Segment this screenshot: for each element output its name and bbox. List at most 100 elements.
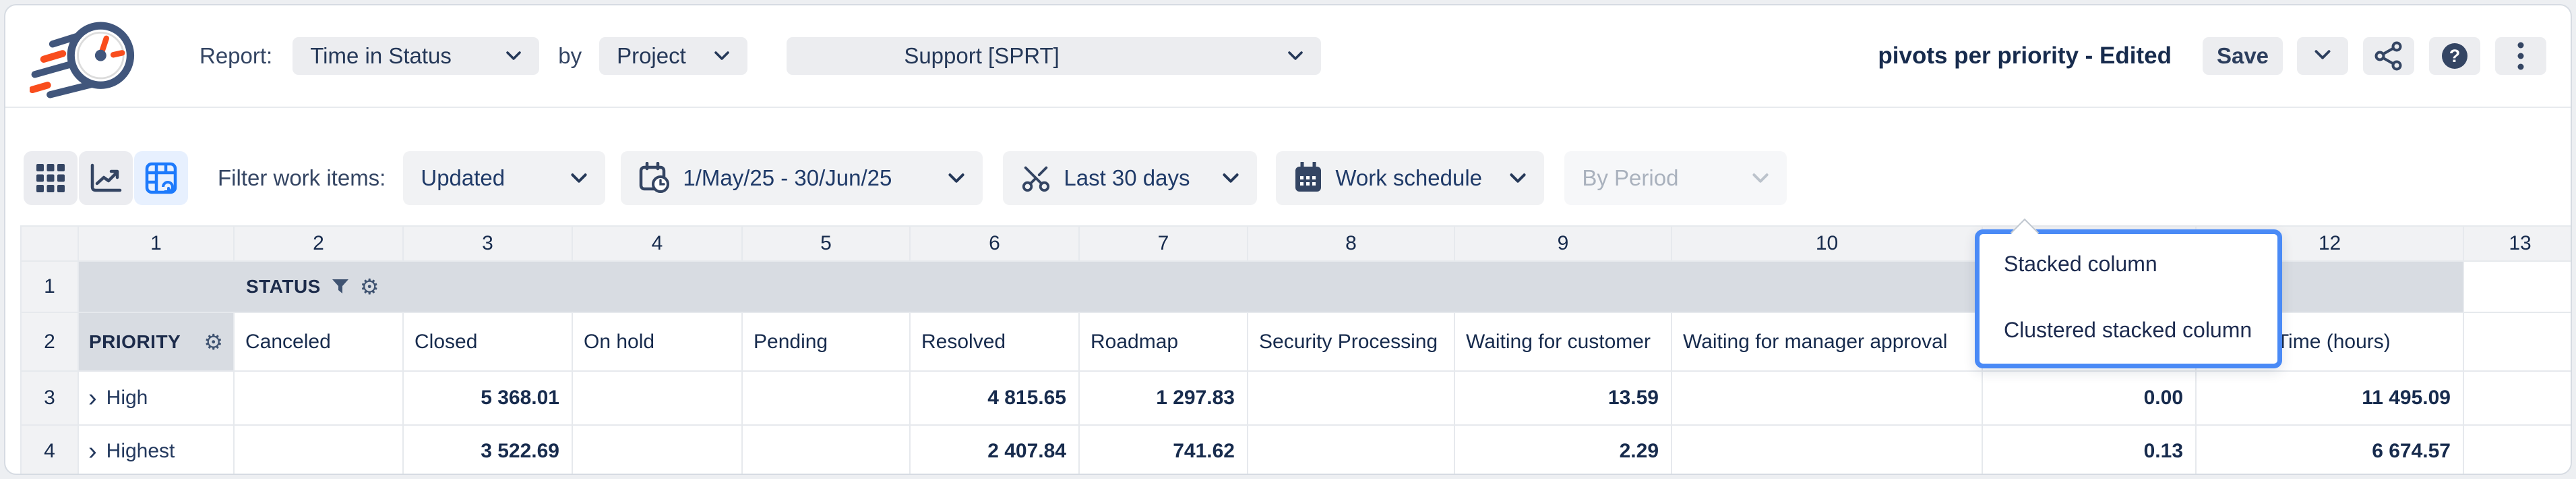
column-header-2[interactable]: 2 bbox=[233, 225, 404, 262]
row-header-3[interactable]: 3 bbox=[20, 370, 79, 426]
page-title: pivots per priority - Edited bbox=[1878, 43, 2172, 69]
row-header-1[interactable]: 1 bbox=[20, 260, 79, 313]
trim-period-value: Last 30 days bbox=[1064, 165, 1190, 190]
priority-cell-high[interactable]: › High bbox=[78, 370, 235, 426]
menu-item-clustered-stacked-column[interactable]: Clustered stacked column bbox=[2004, 318, 2252, 342]
empty-cell[interactable] bbox=[2463, 312, 2571, 372]
date-range-value: 1/May/25 - 30/Jun/25 bbox=[683, 165, 892, 190]
line-chart-icon bbox=[90, 163, 122, 192]
cell-highest-col11[interactable]: 0.13 bbox=[1982, 424, 2197, 474]
save-options-button[interactable] bbox=[2297, 37, 2348, 75]
cell-highest-closed[interactable]: 3 522.69 bbox=[402, 424, 573, 474]
status-group-label: STATUS bbox=[246, 276, 321, 297]
pivot-view-button[interactable] bbox=[134, 151, 188, 205]
cell-highest-on-hold[interactable] bbox=[572, 424, 743, 474]
cell-high-roadmap[interactable]: 1 297.83 bbox=[1078, 370, 1248, 426]
expand-chevron-icon[interactable]: › bbox=[88, 384, 97, 412]
cell-high-col11[interactable]: 0.00 bbox=[1982, 370, 2197, 426]
work-schedule-select[interactable]: Work schedule bbox=[1276, 151, 1545, 205]
cell-high-pending[interactable] bbox=[741, 370, 911, 426]
status-col-roadmap[interactable]: Roadmap bbox=[1078, 312, 1248, 372]
cell-high-canceled[interactable] bbox=[233, 370, 404, 426]
more-menu-button[interactable] bbox=[2495, 37, 2546, 75]
column-header-4[interactable]: 4 bbox=[572, 225, 743, 262]
cell-high-closed[interactable]: 5 368.01 bbox=[402, 370, 573, 426]
expand-chevron-icon[interactable]: › bbox=[88, 437, 97, 466]
chevron-down-icon bbox=[2314, 49, 2331, 63]
filter-funnel-icon[interactable] bbox=[332, 279, 349, 295]
trim-period-select[interactable]: Last 30 days bbox=[1003, 151, 1258, 205]
chevron-down-icon bbox=[1222, 173, 1239, 184]
column-header-10[interactable]: 10 bbox=[1671, 225, 1983, 262]
chevron-down-icon bbox=[505, 51, 522, 61]
pivot-table-icon bbox=[145, 162, 177, 194]
chevron-down-icon bbox=[948, 173, 965, 184]
filter-field-select[interactable]: Updated bbox=[403, 151, 606, 205]
cell-highest-sum[interactable]: 6 674.57 bbox=[2195, 424, 2464, 474]
cell-highest-waiting-for-manager-approval[interactable] bbox=[1671, 424, 1983, 474]
cell-highest-col13[interactable] bbox=[2463, 424, 2571, 474]
column-header-7[interactable]: 7 bbox=[1078, 225, 1248, 262]
priority-settings-gear-icon[interactable]: ⚙ bbox=[204, 329, 223, 354]
grid-view-button[interactable] bbox=[24, 151, 78, 205]
cell-high-on-hold[interactable] bbox=[572, 370, 743, 426]
column-header-3[interactable]: 3 bbox=[402, 225, 573, 262]
date-range-select[interactable]: 1/May/25 - 30/Jun/25 bbox=[621, 151, 983, 205]
priority-cell-highest[interactable]: › Highest bbox=[78, 424, 235, 474]
priority-header-label: PRIORITY bbox=[89, 331, 181, 352]
column-header-9[interactable]: 9 bbox=[1454, 225, 1672, 262]
report-type-value: Time in Status bbox=[310, 43, 452, 68]
report-type-select[interactable]: Time in Status bbox=[293, 37, 540, 75]
priority-header-cell[interactable]: PRIORITY ⚙ bbox=[78, 312, 235, 372]
status-col-waiting-for-manager-approval[interactable]: Waiting for manager approval bbox=[1671, 312, 1983, 372]
status-col-on-hold[interactable]: On hold bbox=[572, 312, 743, 372]
status-col-resolved[interactable]: Resolved bbox=[909, 312, 1080, 372]
top-bar: Report: Time in Status by Project Suppor… bbox=[5, 5, 2571, 108]
status-col-pending[interactable]: Pending bbox=[741, 312, 911, 372]
project-select[interactable]: Support [SPRT] bbox=[787, 37, 1322, 75]
status-settings-gear-icon[interactable]: ⚙ bbox=[359, 275, 379, 299]
group-by-value: Project bbox=[617, 43, 686, 68]
column-header-5[interactable]: 5 bbox=[741, 225, 911, 262]
cell-highest-canceled[interactable] bbox=[233, 424, 404, 474]
cell-highest-roadmap[interactable]: 741.62 bbox=[1078, 424, 1248, 474]
cell-highest-resolved[interactable]: 2 407.84 bbox=[909, 424, 1080, 474]
column-header-6[interactable]: 6 bbox=[909, 225, 1080, 262]
cell-high-security-processing[interactable] bbox=[1247, 370, 1455, 426]
row-header-2[interactable]: 2 bbox=[20, 312, 79, 372]
chevron-down-icon bbox=[1752, 173, 1769, 184]
help-button[interactable]: ? bbox=[2429, 37, 2480, 75]
empty-cell[interactable] bbox=[2463, 260, 2571, 313]
cell-high-col13[interactable] bbox=[2463, 370, 2571, 426]
cell-highest-waiting-for-customer[interactable]: 2.29 bbox=[1454, 424, 1672, 474]
status-col-canceled[interactable]: Canceled bbox=[233, 312, 404, 372]
chevron-down-icon bbox=[714, 51, 730, 61]
cell-high-waiting-for-manager-approval[interactable] bbox=[1671, 370, 1983, 426]
row-header-4[interactable]: 4 bbox=[20, 424, 79, 474]
column-header-13[interactable]: 13 bbox=[2463, 225, 2571, 262]
chevron-down-icon bbox=[1287, 51, 1304, 61]
status-col-waiting-for-customer[interactable]: Waiting for customer bbox=[1454, 312, 1672, 372]
chevron-down-icon bbox=[570, 173, 588, 184]
chart-view-button[interactable] bbox=[79, 151, 133, 205]
cell-high-waiting-for-customer[interactable]: 13.59 bbox=[1454, 370, 1672, 426]
cell-highest-security-processing[interactable] bbox=[1247, 424, 1455, 474]
cell-highest-pending[interactable] bbox=[741, 424, 911, 474]
filter-field-value: Updated bbox=[421, 165, 505, 190]
column-header-1[interactable]: 1 bbox=[78, 225, 235, 262]
save-button[interactable]: Save bbox=[2203, 37, 2283, 75]
column-header-8[interactable]: 8 bbox=[1247, 225, 1455, 262]
menu-item-stacked-column[interactable]: Stacked column bbox=[2004, 252, 2157, 276]
cell-high-resolved[interactable]: 4 815.65 bbox=[909, 370, 1080, 426]
group-by-select[interactable]: Project bbox=[599, 37, 748, 75]
toolbar: Filter work items: Updated 1/May/25 - 30… bbox=[5, 108, 2571, 306]
table-corner[interactable] bbox=[20, 225, 79, 262]
by-label: by bbox=[558, 43, 582, 68]
status-col-closed[interactable]: Closed bbox=[402, 312, 573, 372]
cell-high-sum[interactable]: 11 495.09 bbox=[2195, 370, 2464, 426]
topbar-right-group: pivots per priority - Edited Save bbox=[1878, 37, 2546, 75]
calendar-clock-icon bbox=[638, 162, 671, 194]
share-button[interactable] bbox=[2363, 37, 2414, 75]
status-col-security-processing[interactable]: Security Processing bbox=[1247, 312, 1455, 372]
report-label: Report: bbox=[200, 43, 273, 68]
